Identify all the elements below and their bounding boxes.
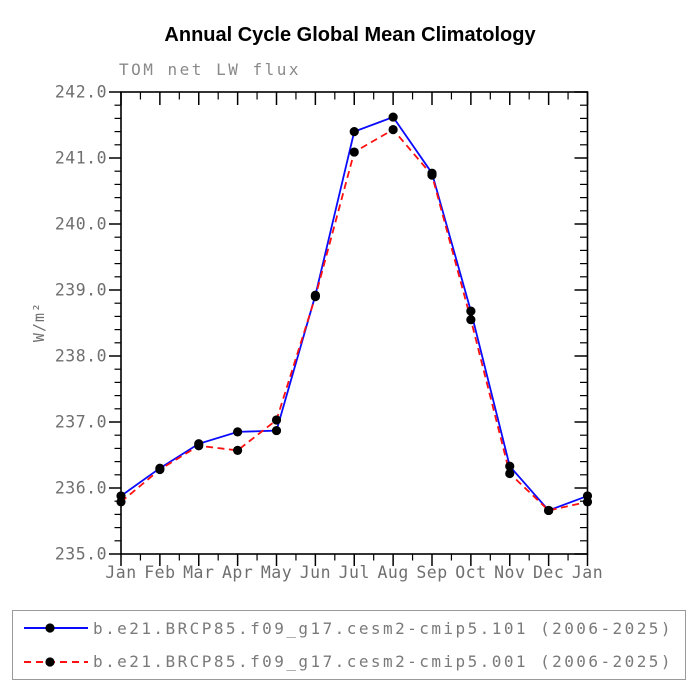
data-marker-s2 xyxy=(310,292,320,302)
x-tick-label: Dec xyxy=(533,563,564,582)
data-marker-s1 xyxy=(349,127,359,137)
data-marker-s2 xyxy=(271,415,282,425)
x-tick-label: Jun xyxy=(300,563,331,582)
legend-marker-icon xyxy=(45,657,55,667)
data-marker-s2 xyxy=(388,125,398,135)
y-tick-label: 238.0 xyxy=(55,347,107,366)
data-marker-s1 xyxy=(233,427,243,437)
data-marker-s1 xyxy=(466,306,476,316)
y-tick-label: 235.0 xyxy=(55,545,107,564)
y-tick-label: 239.0 xyxy=(55,281,107,300)
data-marker-s2 xyxy=(582,497,593,507)
chart-title: Annual Cycle Global Mean Climatology xyxy=(164,24,536,46)
x-tick-label: Jan xyxy=(105,563,136,582)
data-marker-s2 xyxy=(427,170,437,180)
data-marker-s2 xyxy=(155,464,165,475)
series-line-2 xyxy=(120,128,588,512)
y-tick-label: 236.0 xyxy=(55,479,107,498)
y-tick-label: 237.0 xyxy=(55,413,107,432)
x-tick-label: Sep xyxy=(416,563,447,582)
plot-frame xyxy=(120,91,589,555)
x-tick-label: Feb xyxy=(144,563,175,582)
data-marker-s2 xyxy=(194,441,204,451)
x-tick-label: Apr xyxy=(222,563,253,582)
data-marker-s2 xyxy=(544,505,554,516)
data-marker-s1 xyxy=(388,112,398,122)
data-marker-s2 xyxy=(349,147,359,157)
legend-marker-icon xyxy=(45,623,55,633)
legend-item-series1: b.e21.BRCP85.f09_g17.cesm2-cmip5.101 (20… xyxy=(13,612,685,645)
x-tick-label: Mar xyxy=(183,563,214,582)
y-tick-label: 241.0 xyxy=(55,149,107,168)
legend-label-series1: b.e21.BRCP85.f09_g17.cesm2-cmip5.101 (20… xyxy=(93,618,673,638)
x-tick-label: Oct xyxy=(455,563,486,582)
legend-label-series2: b.e21.BRCP85.f09_g17.cesm2-cmip5.001 (20… xyxy=(93,652,673,672)
chart-subtitle: TOM net LW flux xyxy=(119,60,301,79)
x-tick-label: Jan xyxy=(572,563,603,582)
legend-item-series2: b.e21.BRCP85.f09_g17.cesm2-cmip5.001 (20… xyxy=(13,645,685,678)
y-tick-label: 240.0 xyxy=(55,215,107,234)
legend-box: b.e21.BRCP85.f09_g17.cesm2-cmip5.101 (20… xyxy=(12,610,686,680)
data-marker-s1 xyxy=(271,425,282,436)
x-tick-label: Nov xyxy=(494,563,525,582)
x-tick-label: Aug xyxy=(377,563,408,582)
data-marker-s1 xyxy=(505,461,515,471)
data-marker-s2 xyxy=(233,445,243,455)
data-marker-s2 xyxy=(466,315,476,325)
y-tick-label: 242.0 xyxy=(55,83,107,102)
x-tick-label: Jul xyxy=(339,563,370,582)
legend-sample-solid-line xyxy=(24,623,88,633)
x-tick-label: May xyxy=(261,563,292,582)
legend-sample-dashed-line xyxy=(24,657,88,667)
data-marker-s2 xyxy=(116,497,126,507)
data-marker-s2 xyxy=(505,468,515,479)
